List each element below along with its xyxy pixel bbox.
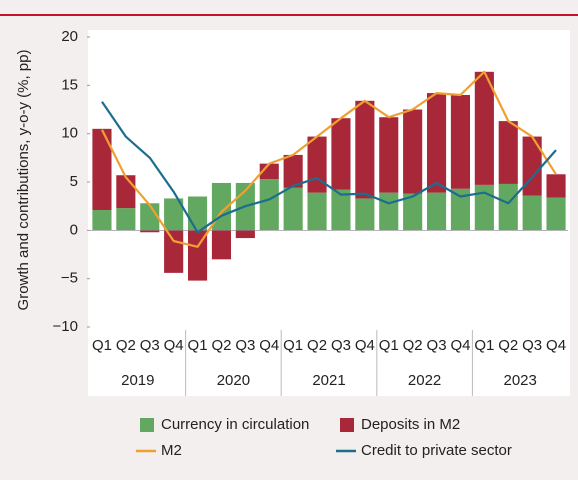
line bbox=[101, 70, 557, 248]
x-tick-label: Q3 bbox=[522, 337, 542, 354]
bar bbox=[426, 93, 447, 193]
bar bbox=[259, 179, 279, 231]
bar bbox=[140, 203, 160, 231]
bar bbox=[116, 208, 136, 231]
bar bbox=[283, 187, 303, 231]
legend-label: Currency in circulation bbox=[161, 416, 309, 433]
y-tick-label: 5 bbox=[70, 173, 78, 190]
x-tick-label: Q4 bbox=[355, 337, 375, 354]
group-label: 2019 bbox=[121, 372, 154, 389]
bar bbox=[331, 189, 351, 231]
bar bbox=[403, 193, 423, 231]
y-tick-label: 20 bbox=[61, 28, 78, 45]
bar bbox=[307, 136, 327, 193]
x-tick-label: Q2 bbox=[116, 337, 136, 354]
x-tick-label: Q2 bbox=[403, 337, 423, 354]
bar bbox=[116, 175, 136, 209]
x-tick-label: Q4 bbox=[546, 337, 566, 354]
x-tick-label: Q3 bbox=[235, 337, 255, 354]
bar bbox=[164, 230, 184, 273]
x-tick-label: Q3 bbox=[331, 337, 351, 354]
group-label: 2022 bbox=[408, 372, 441, 389]
x-tick-label: Q1 bbox=[92, 337, 112, 354]
bar bbox=[164, 198, 184, 231]
bar bbox=[498, 121, 518, 184]
x-tick-label: Q3 bbox=[140, 337, 160, 354]
bar bbox=[403, 109, 423, 194]
bar bbox=[379, 192, 399, 231]
legend-swatch bbox=[140, 418, 154, 432]
bar bbox=[331, 118, 351, 190]
bar bbox=[450, 188, 471, 231]
bar bbox=[283, 154, 303, 188]
legend-swatch bbox=[340, 418, 354, 432]
bar bbox=[92, 210, 112, 231]
bar bbox=[307, 192, 327, 231]
y-tick-label: −5 bbox=[61, 270, 78, 287]
y-tick-label: 10 bbox=[61, 125, 78, 142]
bar bbox=[355, 100, 375, 199]
x-tick-label: Q4 bbox=[164, 337, 184, 354]
bar bbox=[546, 197, 566, 231]
x-tick-label: Q2 bbox=[498, 337, 518, 354]
bar bbox=[211, 230, 232, 260]
bar bbox=[187, 196, 208, 231]
group-label: 2023 bbox=[504, 372, 537, 389]
x-tick-label: Q2 bbox=[211, 337, 231, 354]
legend-label: Credit to private sector bbox=[361, 442, 512, 459]
bar bbox=[355, 198, 375, 231]
x-tick-label: Q1 bbox=[379, 337, 399, 354]
bar bbox=[450, 95, 471, 189]
y-axis-label: Growth and contributions, y-o-y (%, pp) bbox=[15, 50, 32, 311]
bar bbox=[474, 71, 494, 185]
line bbox=[101, 101, 557, 234]
bar bbox=[140, 230, 160, 233]
x-tick-label: Q4 bbox=[450, 337, 470, 354]
bar bbox=[546, 174, 566, 198]
group-label: 2021 bbox=[312, 372, 345, 389]
bar bbox=[522, 195, 542, 231]
x-tick-label: Q2 bbox=[307, 337, 327, 354]
group-label: 2020 bbox=[217, 372, 250, 389]
bar bbox=[92, 128, 112, 211]
x-tick-label: Q1 bbox=[188, 337, 208, 354]
x-tick-label: Q1 bbox=[474, 337, 494, 354]
x-tick-label: Q3 bbox=[427, 337, 447, 354]
x-tick-label: Q1 bbox=[283, 337, 303, 354]
legend-label: M2 bbox=[161, 442, 182, 459]
legend-label: Deposits in M2 bbox=[361, 416, 460, 433]
bar bbox=[379, 117, 399, 193]
bar bbox=[235, 230, 255, 239]
bar bbox=[498, 183, 518, 231]
y-tick-label: 0 bbox=[70, 221, 78, 238]
x-tick-label: Q4 bbox=[259, 337, 279, 354]
bar bbox=[426, 192, 447, 231]
bar bbox=[474, 184, 494, 231]
bar bbox=[187, 230, 208, 281]
y-tick-label: −10 bbox=[53, 318, 78, 335]
y-tick-label: 15 bbox=[61, 76, 78, 93]
